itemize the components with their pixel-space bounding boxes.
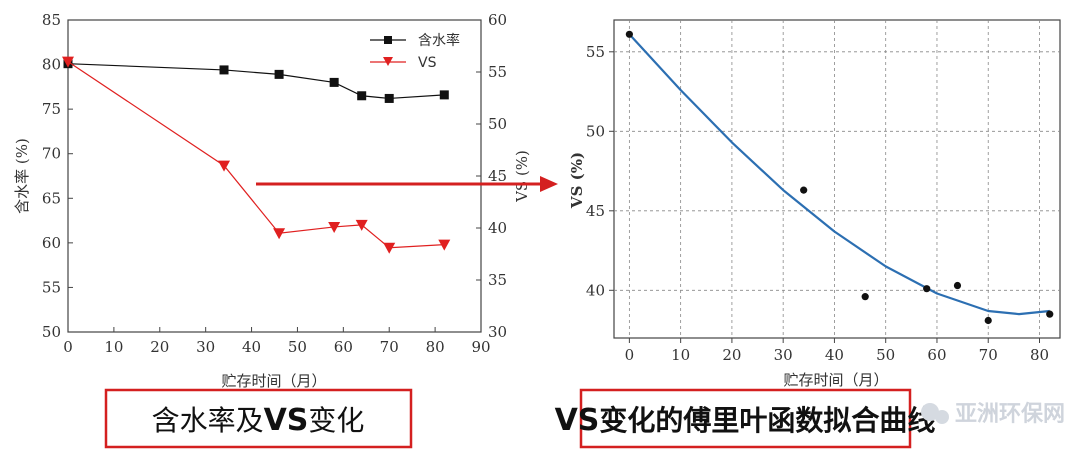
right-x-tick-label: 70 bbox=[979, 346, 998, 364]
left-x-tick-label: 90 bbox=[471, 338, 490, 356]
moisture-point bbox=[439, 90, 449, 100]
right-y-tick-label: 45 bbox=[586, 202, 605, 220]
vs-point bbox=[273, 228, 286, 240]
vs-point bbox=[438, 239, 451, 251]
legend-marker-vs bbox=[383, 57, 393, 66]
left-y-axis-label: 含水率 (%) bbox=[13, 138, 31, 214]
left-y2-axis-label: VS (%) bbox=[513, 150, 531, 203]
left-x-tick-label: 40 bbox=[242, 338, 261, 356]
legend-label-moisture: 含水率 bbox=[418, 32, 460, 49]
right-y-tick-label: 50 bbox=[586, 122, 605, 140]
right-y-axis-label: VS (%) bbox=[568, 152, 586, 209]
left-series-group bbox=[62, 56, 451, 254]
left-x-tick-label: 20 bbox=[150, 338, 169, 356]
left-y2-tick-label: 60 bbox=[488, 11, 507, 29]
vs-series-line bbox=[67, 61, 445, 249]
right-x-tick-label: 20 bbox=[722, 346, 741, 364]
right-series-group bbox=[625, 30, 1054, 325]
vs-point bbox=[328, 221, 341, 233]
right-y-tick-label: 55 bbox=[586, 43, 605, 61]
left-y-tick-label: 80 bbox=[42, 56, 61, 74]
moisture-point bbox=[274, 69, 284, 79]
right-y-tick-label: 40 bbox=[586, 281, 605, 299]
moisture-point bbox=[357, 91, 367, 101]
right-x-ticks: 0 10 20 30 40 50 60 70 80 bbox=[625, 338, 1049, 364]
right-x-tick-label: 60 bbox=[927, 346, 946, 364]
left-x-tick-label: 50 bbox=[288, 338, 307, 356]
left-x-ticks: 0 10 20 30 40 50 60 70 80 90 bbox=[63, 327, 491, 356]
right-title-box bbox=[579, 388, 912, 449]
wechat-icon bbox=[921, 403, 939, 421]
wechat-icon-bubble bbox=[935, 410, 949, 424]
right-x-tick-label: 30 bbox=[774, 346, 793, 364]
vs-point bbox=[218, 160, 231, 172]
left-x-axis-label: 贮存时间（月） bbox=[221, 372, 326, 390]
left-y2-tick-label: 50 bbox=[488, 115, 507, 133]
vs-data-point bbox=[800, 186, 808, 194]
left-y-tick-label: 55 bbox=[42, 278, 61, 296]
watermark-text: 亚洲环保网 bbox=[955, 402, 1065, 427]
left-y2-ticks: 30 35 40 45 50 55 60 bbox=[476, 11, 507, 341]
right-grid bbox=[614, 20, 1060, 338]
left-title-text: 含水率及VS变化 bbox=[152, 403, 365, 438]
right-x-axis-label: 贮存时间（月） bbox=[783, 371, 888, 389]
left-x-tick-label: 30 bbox=[196, 338, 215, 356]
vs-data-point bbox=[861, 293, 869, 301]
left-y-tick-label: 75 bbox=[42, 100, 61, 118]
legend-label-vs: VS bbox=[418, 55, 437, 71]
right-x-tick-label: 0 bbox=[625, 346, 635, 364]
vs-point bbox=[355, 219, 368, 231]
left-title-box bbox=[104, 388, 413, 449]
left-y2-tick-label: 45 bbox=[488, 167, 507, 185]
watermark: 亚洲环保网 bbox=[921, 402, 1065, 427]
right-x-tick-label: 50 bbox=[876, 346, 895, 364]
moisture-series-line bbox=[67, 63, 445, 100]
left-y2-tick-label: 40 bbox=[488, 219, 507, 237]
vs-data-point bbox=[923, 285, 931, 293]
right-x-tick-label: 40 bbox=[825, 346, 844, 364]
legend-marker-moisture bbox=[384, 36, 392, 44]
right-y-ticks: 40 45 50 55 bbox=[586, 43, 614, 299]
moisture-point bbox=[219, 65, 229, 75]
left-x-tick-label: 80 bbox=[426, 338, 445, 356]
arrow-head bbox=[540, 176, 558, 192]
left-y-tick-label: 60 bbox=[42, 234, 61, 252]
left-y-tick-label: 85 bbox=[42, 11, 61, 29]
vs-point bbox=[383, 242, 396, 254]
legend: 含水率 VS bbox=[370, 32, 460, 71]
left-y-tick-label: 70 bbox=[42, 145, 61, 163]
left-x-tick-label: 70 bbox=[380, 338, 399, 356]
left-x-tick-label: 60 bbox=[334, 338, 353, 356]
vs-data-point bbox=[984, 316, 992, 325]
left-y2-tick-label: 55 bbox=[488, 63, 507, 81]
left-y-ticks: 50 55 60 65 70 75 80 85 bbox=[42, 11, 73, 341]
vs-data-point bbox=[625, 30, 633, 38]
vs-data-point bbox=[953, 281, 962, 290]
right-x-tick-label: 10 bbox=[671, 346, 690, 364]
vs-point bbox=[62, 56, 74, 68]
fourier-fit-curve bbox=[628, 33, 1050, 316]
vs-data-point bbox=[1046, 310, 1054, 318]
right-x-tick-label: 80 bbox=[1030, 346, 1049, 364]
left-y-tick-label: 65 bbox=[42, 189, 61, 207]
left-x-tick-label: 0 bbox=[63, 338, 73, 356]
right-title-text: VS变化的傅里叶函数拟合曲线 bbox=[555, 403, 936, 438]
moisture-point bbox=[384, 93, 394, 103]
moisture-point bbox=[329, 77, 339, 87]
right-chart-frame bbox=[613, 19, 1061, 339]
left-y2-tick-label: 35 bbox=[488, 271, 507, 289]
left-x-tick-label: 10 bbox=[104, 338, 123, 356]
left-y2-tick-label: 30 bbox=[488, 323, 507, 341]
red-arrow bbox=[256, 176, 558, 192]
left-y-tick-label: 50 bbox=[42, 323, 61, 341]
